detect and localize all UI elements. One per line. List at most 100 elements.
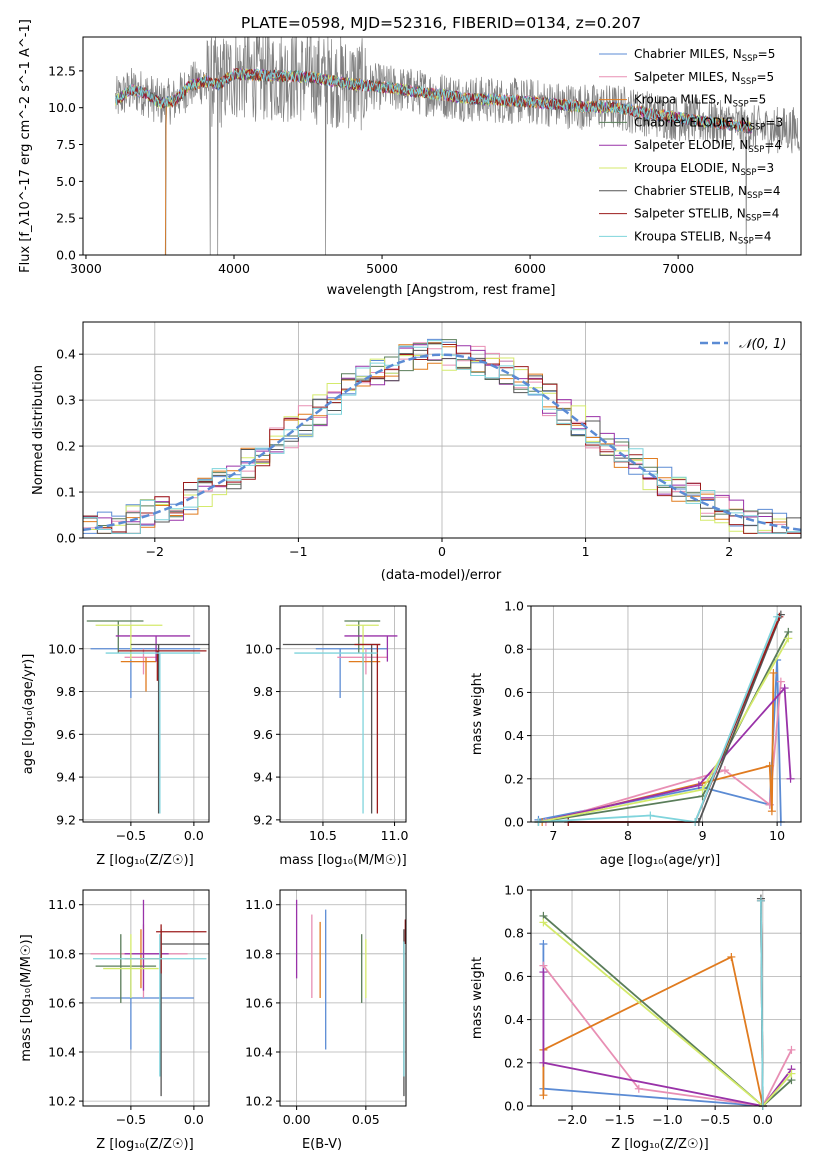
weight-vs-age-ytick-label: 0.4	[504, 728, 524, 743]
age-vs-mass-frame	[279, 605, 407, 823]
mass-vs-z-xlabel: Z [log₁₀(Z/Z☉)]	[96, 1137, 193, 1152]
spectrum-legend-label: Kroupa MILES, NSSP=5	[634, 93, 766, 110]
mass-vs-z-points	[90, 899, 209, 1097]
spectrum-ytick-label: 5.0	[56, 174, 76, 189]
legend-sub: SSP	[741, 168, 757, 178]
age-vs-mass-ytick-label: 9.2	[253, 812, 273, 827]
weight-vs-z-frame	[530, 889, 802, 1107]
spectrum-axes: 3000 4000 5000 6000 7000 0.0 2.5 5.0 7.5 10.0 12.5	[48, 63, 694, 276]
spectrum-model-7	[115, 68, 752, 132]
weight-vs-z-marker	[539, 918, 548, 927]
spectrum-legend-label: Chabrier STELIB, NSSP=4	[634, 184, 781, 201]
legend-text: Chabrier STELIB, N	[634, 184, 747, 198]
legend-text: Salpeter MILES, N	[634, 70, 741, 84]
spectrum-ytick-label: 10.0	[48, 100, 76, 115]
age-vs-z-ytick-label: 10.0	[48, 641, 76, 656]
weight-vs-age-marker	[773, 612, 782, 621]
legend-text: Chabrier MILES, N	[634, 47, 742, 61]
weight-vs-age-xlabel: age [log₁₀(age/yr)]	[600, 853, 721, 868]
spectrum-model-8	[115, 68, 752, 132]
legend-tail: =3	[766, 115, 784, 129]
residuals-legend: 𝒩(0, 1)	[700, 337, 786, 352]
spectrum-xlabel: wavelength [Angstrom, rest frame]	[327, 283, 556, 298]
weight-vs-z-marker	[634, 1084, 643, 1093]
weight-vs-z-marker	[539, 1058, 548, 1067]
weight-vs-z-ytick-label: 1.0	[504, 883, 524, 898]
spectrum-legend-label: Kroupa ELODIE, NSSP=3	[634, 161, 774, 178]
legend-text: Kroupa STELIB, N	[634, 229, 738, 243]
residuals-xtick-label: 0	[438, 544, 446, 559]
mass-vs-z-ytick-label: 11.0	[48, 897, 76, 912]
residuals-legend-label: 𝒩(0, 1)	[739, 337, 786, 352]
legend-sub: SSP	[738, 236, 754, 246]
legend-tail: =4	[763, 184, 781, 198]
weight-vs-z-marker	[787, 1045, 796, 1054]
legend-sub: SSP	[733, 100, 749, 110]
weight-vs-age-marker	[694, 781, 703, 790]
residuals-hist-3	[83, 339, 801, 534]
residuals-axes: −2 −1 0 1 2 0.0 0.1 0.2 0.3 0.4	[56, 322, 801, 559]
legend-sub: SSP	[741, 77, 757, 87]
spectrum-ylabel: Flux [f_λ10^-17 erg cm^-2 s^-1 A^-1]	[18, 19, 33, 273]
spectrum-ytick-label: 0.0	[56, 248, 76, 263]
spectrum-frame	[82, 36, 802, 256]
age-vs-mass-ytick-label: 9.4	[253, 770, 273, 785]
age-vs-z-points	[86, 620, 209, 814]
weight-vs-z-ytick-label: 0.2	[504, 1055, 524, 1070]
weight-vs-age-series	[534, 610, 795, 826]
weight-vs-z-ylabel: mass weight	[470, 957, 485, 1039]
weight-vs-z-xtick-label: −1.0	[652, 1112, 682, 1127]
weight-vs-z-marker	[727, 952, 736, 961]
mass-vs-ebv-ytick-label: 10.4	[245, 1045, 273, 1060]
age-vs-z-ytick-label: 9.4	[56, 770, 76, 785]
age-vs-z-ytick-label: 9.2	[56, 812, 76, 827]
weight-vs-age-xtick-label: 9	[699, 828, 707, 843]
weight-vs-z-marker	[539, 940, 548, 948]
residuals-xlabel: (data-model)/error	[381, 568, 502, 583]
legend-sub: SSP	[747, 191, 763, 201]
weight-vs-z-ytick-label: 0.4	[504, 1012, 524, 1027]
weight-vs-age-marker	[776, 610, 785, 619]
weight-vs-age-marker	[767, 807, 776, 816]
mass-vs-z-xtick-label: 0.0	[184, 1112, 204, 1127]
weight-vs-age-xtick-label: 10	[769, 828, 785, 843]
legend-text: Kroupa ELODIE, N	[634, 161, 741, 175]
residuals-hist-8	[83, 340, 801, 534]
mass-vs-z-ytick-label: 10.4	[48, 1045, 76, 1060]
weight-vs-z-xtick-label: −0.5	[700, 1112, 730, 1127]
weight-vs-age-line-4	[538, 685, 792, 823]
weight-vs-age-ytick-label: 0.6	[504, 685, 524, 700]
mass-vs-z-ytick-label: 10.6	[48, 995, 76, 1010]
legend-tail: =4	[754, 229, 772, 243]
weight-vs-age-xtick-label: 7	[549, 828, 557, 843]
weight-vs-age-xtick-label: 8	[624, 828, 632, 843]
weight-vs-z-line-0	[542, 944, 763, 1107]
spectrum-xtick-label: 4000	[218, 261, 250, 276]
weight-vs-z-ytick-label: 0.6	[504, 969, 524, 984]
spectrum-legend-label: Salpeter STELIB, NSSP=4	[634, 207, 779, 224]
spectrum-legend-label: Chabrier ELODIE, NSSP=3	[634, 115, 783, 132]
weight-vs-age-line-1	[545, 681, 782, 823]
legend-text: Salpeter ELODIE, N	[634, 138, 748, 152]
mass-vs-z-ylabel: mass [log₁₀(M/M☉)]	[19, 934, 34, 1061]
spectrum-xtick-label: 6000	[514, 261, 546, 276]
mass-vs-z-ytick-label: 10.8	[48, 946, 76, 961]
mass-vs-ebv-ytick-label: 11.0	[245, 897, 273, 912]
spectrum-series	[115, 37, 800, 255]
legend-text: Kroupa MILES, N	[634, 93, 733, 107]
spectrum-observed	[115, 37, 800, 255]
weight-vs-z-marker	[539, 968, 548, 977]
weight-vs-z-marker	[756, 896, 765, 905]
age-vs-mass-axes: 10.5 11.0 9.2 9.4 9.6 9.8 10.0	[245, 606, 409, 843]
age-vs-z-axes: −0.5 0.0 9.2 9.4 9.6 9.8 10.0	[48, 606, 209, 843]
residuals-xtick-label: 2	[725, 544, 733, 559]
age-vs-mass-xtick-label: 11.0	[381, 828, 409, 843]
residuals-frame	[82, 321, 802, 539]
spectrum-title: PLATE=0598, MJD=52316, FIBERID=0134, z=0…	[241, 14, 641, 32]
weight-vs-age-marker	[698, 785, 707, 794]
spectrum-legend-label: Salpeter ELODIE, NSSP=4	[634, 138, 782, 155]
weight-vs-age-marker	[765, 761, 774, 770]
age-vs-mass-xtick-label: 10.5	[309, 828, 337, 843]
age-vs-mass-ytick-label: 9.8	[253, 684, 273, 699]
